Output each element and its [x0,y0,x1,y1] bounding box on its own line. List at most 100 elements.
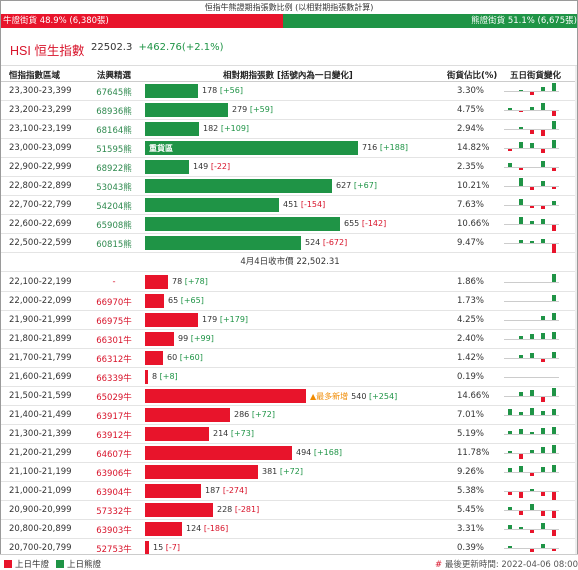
heavy-zone-tag: 重貨區 [149,144,173,153]
share-percent: 2.40% [457,334,485,344]
contracts-bar [145,446,292,460]
sparkline-bar [519,377,523,378]
warrant-code-link[interactable]: 66970牛 [96,298,132,308]
sparkline-bar [519,301,523,302]
table-row[interactable]: 21,400-21,499 63917牛 286 [+72] 7.01% [1,406,577,425]
table-row[interactable]: 23,000-23,099 51595熊 重貨區 716 [+188] 14.82% [1,139,577,158]
warrant-code-link[interactable]: 68164熊 [96,126,132,136]
table-row[interactable]: 21,500-21,599 65029牛 ▲最多新增 540 [+254] 14.66% [1,387,577,406]
sparkline-bar [508,301,512,302]
warrant-code-link[interactable]: 66301牛 [96,336,132,346]
sparkline-bar [541,397,545,402]
one-day-change: [+8] [159,372,178,381]
sparkline-bar [508,205,512,206]
sparkline-bar [519,466,523,472]
warrant-code-link[interactable]: 60815熊 [96,240,132,250]
range-label: 21,600-21,699 [9,372,72,382]
table-row[interactable]: 21,000-21,099 63904牛 187 [-274] 5.38% [1,482,577,501]
warrant-code-link[interactable]: - [112,277,116,287]
contracts-label: 524 [-672] [305,238,347,247]
sparkline-bar [508,409,512,415]
sparkline-bar [541,103,545,110]
contracts-bar [145,503,213,517]
table-row[interactable]: 23,300-23,399 67645熊 178 [+56] 3.30% [1,82,577,101]
warrant-code-link[interactable]: 66312牛 [96,355,132,365]
sparkline-bar [519,492,523,498]
sparkline-baseline [504,243,559,244]
sparkline-bar [530,489,534,491]
table-row[interactable]: 20,900-20,999 57332牛 228 [-281] 5.45% [1,501,577,520]
table-row[interactable]: 23,200-23,299 68936熊 279 [+59] 4.75% [1,101,577,120]
sparkline-bar [519,527,523,529]
contracts-bar [145,522,182,536]
table-row[interactable]: 22,000-22,099 66970牛 65 [+65] 1.73% [1,292,577,311]
scrollbar[interactable] [575,66,577,556]
table-row[interactable]: 21,900-21,999 66975牛 179 [+179] 4.25% [1,311,577,330]
last-updated: # 最後更新時間: 2022-04-06 08:00 [435,558,578,570]
share-percent: 1.86% [457,277,485,287]
warrant-code-link[interactable]: 63903牛 [96,526,132,536]
index-code: HSI [10,44,31,58]
table-row[interactable]: 22,600-22,699 65908熊 655 [-142] 10.66% [1,215,577,234]
warrant-code-link[interactable]: 53043熊 [96,183,132,193]
contracts-value: 524 [305,238,321,247]
table-row[interactable]: 22,900-22,999 68922熊 149 [-22] 2.35% [1,158,577,177]
share-percent: 1.73% [457,296,485,306]
table-row[interactable]: 21,600-21,699 66339牛 8 [+8] 0.19% [1,368,577,387]
table-row[interactable]: 23,100-23,199 68164熊 182 [+109] 2.94% [1,120,577,139]
contracts-bar [145,275,168,289]
contracts-bar [145,427,209,441]
warrant-code-link[interactable]: 66339牛 [96,374,132,384]
warrant-code-link[interactable]: 64607牛 [96,450,132,460]
warrant-code-link[interactable]: 68936熊 [96,107,132,117]
sparkline-bar [519,511,523,515]
ratio-bar: 牛證街貨 48.9% (6,380張) 熊證街貨 51.1% (6,675張) [1,14,577,28]
warrant-code-link[interactable]: 51595熊 [96,145,132,155]
warrant-code-link[interactable]: 63906牛 [96,469,132,479]
share-percent: 9.47% [457,238,485,248]
warrant-code-link[interactable]: 63912牛 [96,431,132,441]
contracts-bar [145,236,301,250]
sparkline-bar [519,392,523,396]
contracts-value: 15 [153,543,164,552]
index-title[interactable]: HSI 恒生指數 [10,40,84,59]
contracts-value: 179 [202,315,218,324]
table-row[interactable]: 21,800-21,899 66301牛 99 [+99] 2.40% [1,330,577,349]
table-row[interactable]: 22,800-22,899 53043熊 627 [+67] 10.21% [1,177,577,196]
table-row[interactable]: 22,700-22,799 54204熊 451 [-154] 7.63% [1,196,577,215]
contracts-value: 124 [186,524,202,533]
table-row[interactable]: 21,200-21,299 64607牛 494 [+168] 11.78% [1,444,577,463]
warrant-code-link[interactable]: 66975牛 [96,317,132,327]
contracts-value: 187 [205,486,221,495]
share-percent: 5.45% [457,505,485,515]
warrant-code-link[interactable]: 65908熊 [96,221,132,231]
five-day-sparkline [504,368,559,387]
warrant-code-link[interactable]: 63917牛 [96,412,132,422]
table-row[interactable]: 22,500-22,599 60815熊 524 [-672] 9.47% [1,234,577,253]
warrant-code-link[interactable]: 57332牛 [96,507,132,517]
sparkline-bar [530,107,534,110]
warrant-code-link[interactable]: 68922熊 [96,164,132,174]
sparkline-bar [519,217,523,224]
one-day-change: [+99] [190,334,214,343]
warrant-code-link[interactable]: 52753牛 [96,545,132,555]
warrant-code-link[interactable]: 54204熊 [96,202,132,212]
warrant-code-link[interactable]: 67645熊 [96,88,132,98]
table-row[interactable]: 21,100-21,199 63906牛 381 [+72] 9.26% [1,463,577,482]
sparkline-bar [530,301,534,302]
warrant-code-link[interactable]: 63904牛 [96,488,132,498]
contracts-label: 451 [-154] [283,200,325,209]
one-day-change: [+168] [313,448,343,457]
sparkline-bar [552,140,556,148]
sparkline-bar [541,181,545,186]
table-row[interactable]: 22,100-22,199 - 78 [+78] 1.86% [1,273,577,292]
one-day-change: [-22] [210,162,231,171]
warrant-code-link[interactable]: 65029牛 [96,393,132,403]
table-row[interactable]: 21,300-21,399 63912牛 214 [+73] 5.19% [1,425,577,444]
table-row[interactable]: 21,700-21,799 66312牛 60 [+60] 1.42% [1,349,577,368]
table-row[interactable]: 20,800-20,899 63903牛 124 [-186] 3.31% [1,520,577,539]
sparkline-bar [530,377,534,378]
sparkline-bar [530,320,534,321]
sparkline-bar [508,282,512,283]
